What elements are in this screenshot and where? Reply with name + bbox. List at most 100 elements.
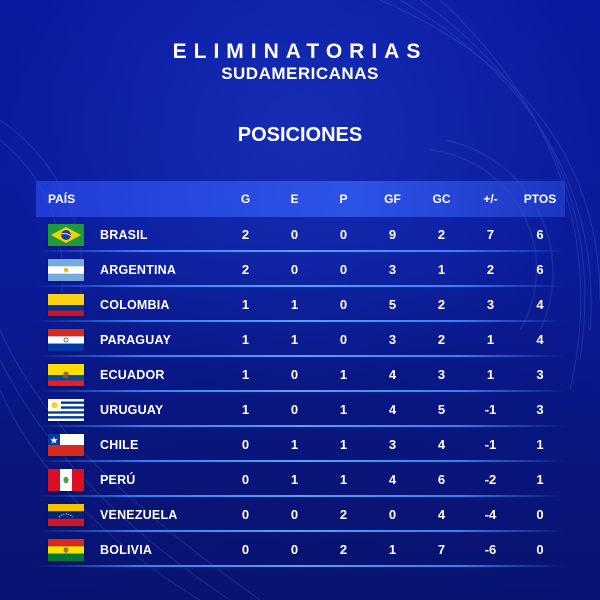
standings-table: PAÍS G E P GF GC +/- PTOS BRASIL 2 0 0 9…	[36, 181, 565, 567]
header-gc: GC	[432, 192, 451, 206]
table-row: ARGENTINA 2 0 0 3 1 2 6	[36, 252, 565, 287]
chile-flag-icon	[48, 433, 84, 456]
cell-p: 2	[339, 542, 348, 557]
cell-gc: 4	[437, 437, 446, 452]
cell-gc: 4	[437, 507, 446, 522]
table-row: PERÚ 0 1 1 4 6 -2 1	[36, 462, 565, 497]
cell-e: 1	[290, 472, 299, 487]
team-name: ARGENTINA	[100, 262, 177, 277]
cell-goal-difference: 7	[486, 227, 495, 242]
cell-p: 0	[339, 262, 348, 277]
cell-gf: 1	[388, 542, 397, 557]
header-pais: PAÍS	[48, 192, 76, 206]
cell-p: 1	[339, 437, 348, 452]
cell-gf: 4	[388, 472, 397, 487]
page-title: ELIMINATORIAS	[172, 40, 428, 63]
cell-goal-difference: -2	[484, 472, 497, 487]
cell-points: 0	[536, 507, 544, 522]
cell-gf: 0	[388, 507, 397, 522]
table-row: ECUADOR 1 0 1 4 3 1 3	[36, 357, 565, 392]
cell-points: 6	[536, 262, 544, 277]
cell-gc: 3	[437, 367, 446, 382]
cell-g: 0	[241, 542, 250, 557]
cell-p: 1	[339, 402, 348, 417]
table-row: URUGUAY 1 0 1 4 5 -1 3	[36, 392, 565, 427]
page-title-line2: SUDAMERICANAS	[221, 64, 379, 83]
cell-gc: 2	[437, 227, 446, 242]
cell-goal-difference: 1	[486, 367, 495, 382]
header-g: G	[240, 192, 251, 206]
uruguay-flag-icon	[48, 398, 84, 421]
team-name: VENEZUELA	[100, 507, 178, 522]
ecuador-flag-icon	[48, 363, 84, 386]
colombia-flag-icon	[48, 293, 84, 316]
cell-p: 1	[339, 367, 348, 382]
table-row: VENEZUELA 0 0 2 0 4 -4 0	[36, 497, 565, 532]
cell-e: 0	[290, 262, 299, 277]
cell-p: 2	[339, 507, 348, 522]
cell-g: 0	[241, 507, 250, 522]
cell-goal-difference: 2	[486, 262, 495, 277]
cell-g: 1	[241, 332, 250, 347]
cell-e: 1	[290, 297, 299, 312]
cell-e: 0	[290, 542, 299, 557]
cell-e: 0	[290, 507, 299, 522]
peru-flag-icon	[48, 468, 84, 491]
cell-e: 0	[290, 367, 299, 382]
cell-e: 0	[290, 227, 299, 242]
cell-g: 2	[241, 227, 250, 242]
cell-gf: 9	[388, 227, 397, 242]
cell-p: 0	[339, 227, 348, 242]
cell-goal-difference: -4	[484, 507, 497, 522]
cell-e: 1	[290, 437, 299, 452]
cell-goal-difference: 3	[486, 297, 495, 312]
header-ptos: PTOS	[523, 192, 557, 206]
table-row: PARAGUAY 1 1 0 3 2 1 4	[36, 322, 565, 357]
cell-gf: 3	[388, 332, 397, 347]
table-header: PAÍS G E P GF GC +/- PTOS	[36, 181, 565, 217]
table-row: CHILE 0 1 1 3 4 -1 1	[36, 427, 565, 462]
cell-points: 1	[536, 472, 544, 487]
brazil-flag-icon	[48, 223, 84, 246]
header-p: P	[339, 192, 348, 206]
cell-e: 0	[290, 402, 299, 417]
cell-gc: 1	[437, 262, 446, 277]
team-name: BRASIL	[100, 227, 148, 242]
cell-gc: 5	[437, 402, 446, 417]
cell-points: 3	[536, 367, 544, 382]
cell-p: 0	[339, 297, 348, 312]
paraguay-flag-icon	[48, 328, 84, 351]
cell-points: 6	[536, 227, 544, 242]
bolivia-flag-icon	[48, 538, 84, 561]
team-name: CHILE	[100, 437, 139, 452]
team-name: BOLIVIA	[100, 542, 153, 557]
cell-gf: 3	[388, 437, 397, 452]
header-e: E	[290, 192, 299, 206]
cell-g: 1	[241, 367, 250, 382]
cell-g: 0	[241, 437, 250, 452]
cell-e: 1	[290, 332, 299, 347]
cell-gf: 4	[388, 367, 397, 382]
cell-p: 0	[339, 332, 348, 347]
cell-p: 1	[339, 472, 348, 487]
header-goal-difference: +/-	[483, 192, 498, 206]
cell-goal-difference: -1	[484, 402, 497, 417]
header-gf: GF	[384, 192, 401, 206]
venezuela-flag-icon	[48, 503, 84, 526]
cell-gc: 2	[437, 332, 446, 347]
cell-points: 3	[536, 402, 544, 417]
cell-goal-difference: -6	[484, 542, 497, 557]
cell-points: 1	[536, 437, 544, 452]
cell-points: 0	[536, 542, 544, 557]
cell-gf: 3	[388, 262, 397, 277]
table-row: BRASIL 2 0 0 9 2 7 6	[36, 217, 565, 252]
cell-gc: 2	[437, 297, 446, 312]
cell-g: 0	[241, 472, 250, 487]
cell-gf: 5	[388, 297, 397, 312]
cell-goal-difference: 1	[486, 332, 495, 347]
cell-points: 4	[536, 332, 544, 347]
table-row: COLOMBIA 1 1 0 5 2 3 4	[36, 287, 565, 322]
team-name: PERÚ	[100, 472, 136, 487]
cell-g: 2	[241, 262, 250, 277]
team-name: COLOMBIA	[100, 297, 170, 312]
